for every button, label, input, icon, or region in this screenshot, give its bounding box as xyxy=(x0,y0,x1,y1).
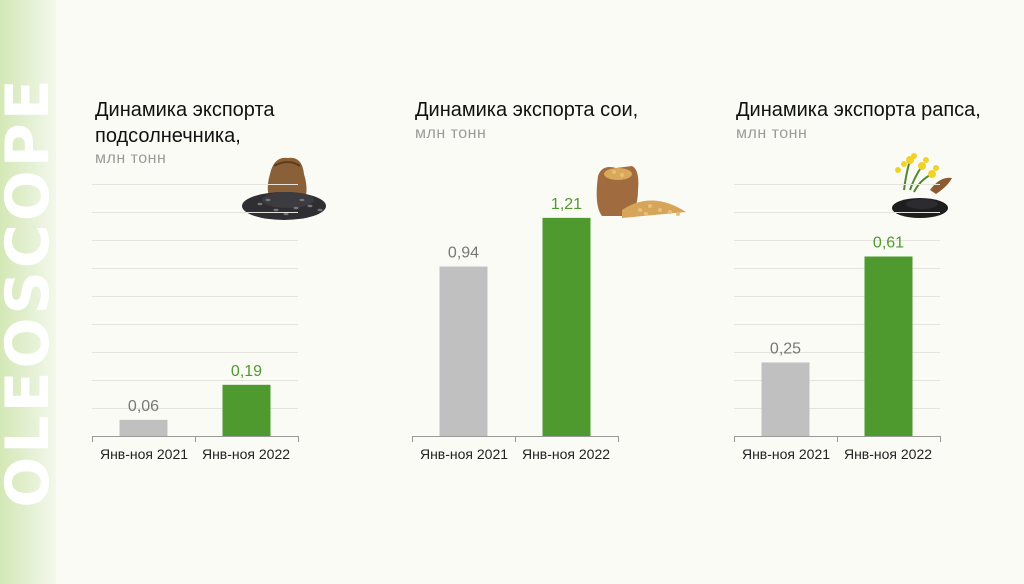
data-label: 0,61 xyxy=(873,235,904,252)
bar xyxy=(542,217,591,436)
bar xyxy=(761,362,810,436)
chart-rapeseed: 0,25 0,61 xyxy=(734,184,941,442)
data-label: 0,25 xyxy=(770,340,801,357)
chart-unit: млн тонн xyxy=(95,150,167,167)
data-label: 0,19 xyxy=(231,363,262,380)
x-tick-label: Янв-ноя 2021 xyxy=(419,446,509,462)
chart-unit: млн тонн xyxy=(415,125,487,142)
chart-title: Динамика экспорта подсолнечника, xyxy=(95,99,275,147)
data-label: 0,94 xyxy=(448,245,479,262)
x-tick-label: Янв-ноя 2021 xyxy=(99,446,189,462)
chart-unit: млн тонн xyxy=(736,125,808,142)
chart-title: Динамика экспорта рапса, xyxy=(736,99,981,121)
bar xyxy=(439,266,488,436)
bar xyxy=(864,256,913,436)
chart-sunflower: 0,06 0,19 xyxy=(92,184,299,442)
chart-title: Динамика экспорта сои, xyxy=(415,99,639,121)
x-tick-label: Янв-ноя 2022 xyxy=(521,446,611,462)
brand-watermark: OLEOSCOPE xyxy=(0,76,63,508)
data-label: 1,21 xyxy=(551,196,582,213)
side-band: OLEOSCOPE xyxy=(0,0,63,584)
x-tick-label: Янв-ноя 2022 xyxy=(201,446,291,462)
bar xyxy=(119,419,168,436)
x-tick-label: Янв-ноя 2022 xyxy=(843,446,933,462)
data-label: 0,06 xyxy=(128,398,159,415)
soybean-bag-icon xyxy=(596,166,686,218)
x-tick-label: Янв-ноя 2021 xyxy=(741,446,831,462)
bar xyxy=(222,384,271,436)
chart-soy: 0,94 1,21 xyxy=(412,196,619,442)
